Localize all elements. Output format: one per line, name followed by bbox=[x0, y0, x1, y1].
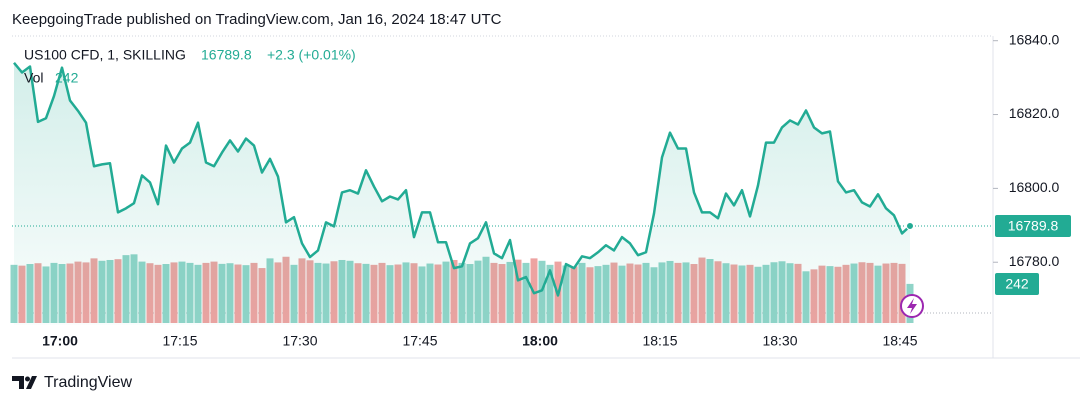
price-line bbox=[13, 62, 911, 297]
legend-vol: 242 bbox=[55, 70, 79, 86]
x-tick-label: 17:30 bbox=[282, 333, 317, 349]
brand-logo bbox=[12, 376, 37, 389]
y-tick-label: 16820.0 bbox=[1009, 105, 1060, 121]
brand: TradingView bbox=[44, 374, 132, 391]
x-tick-label: 18:45 bbox=[882, 333, 917, 349]
y-tick-label: 16840.0 bbox=[1009, 31, 1060, 47]
volume-box-label: 242 bbox=[1005, 276, 1029, 292]
last-point bbox=[906, 222, 914, 231]
x-tick-label: 17:15 bbox=[162, 333, 197, 349]
alert-icon bbox=[900, 294, 924, 318]
price-box-label: 16789.8 bbox=[1008, 218, 1059, 234]
volume-box bbox=[995, 273, 1039, 295]
plot bbox=[10, 62, 914, 325]
header: KeepgoingTrade published on TradingView.… bbox=[12, 11, 502, 28]
legend-symbol: US100 CFD, 1, SKILLING bbox=[24, 47, 186, 63]
area bbox=[14, 62, 910, 325]
x-tick-label: 18:00 bbox=[522, 333, 558, 349]
price-box bbox=[995, 215, 1071, 238]
x-tick-label: 17:00 bbox=[42, 333, 78, 349]
y-tick-label: 16780.0 bbox=[1009, 253, 1060, 269]
x-tick-label: 17:45 bbox=[402, 333, 437, 349]
y-tick-label: 16800.0 bbox=[1009, 179, 1060, 195]
legend-change: +2.3 (+0.01%) bbox=[267, 47, 356, 63]
x-tick-label: 18:15 bbox=[642, 333, 677, 349]
legend-price: 16789.8 bbox=[201, 47, 252, 63]
legend-vol-label: Vol bbox=[24, 70, 43, 86]
x-tick-label: 18:30 bbox=[762, 333, 797, 349]
